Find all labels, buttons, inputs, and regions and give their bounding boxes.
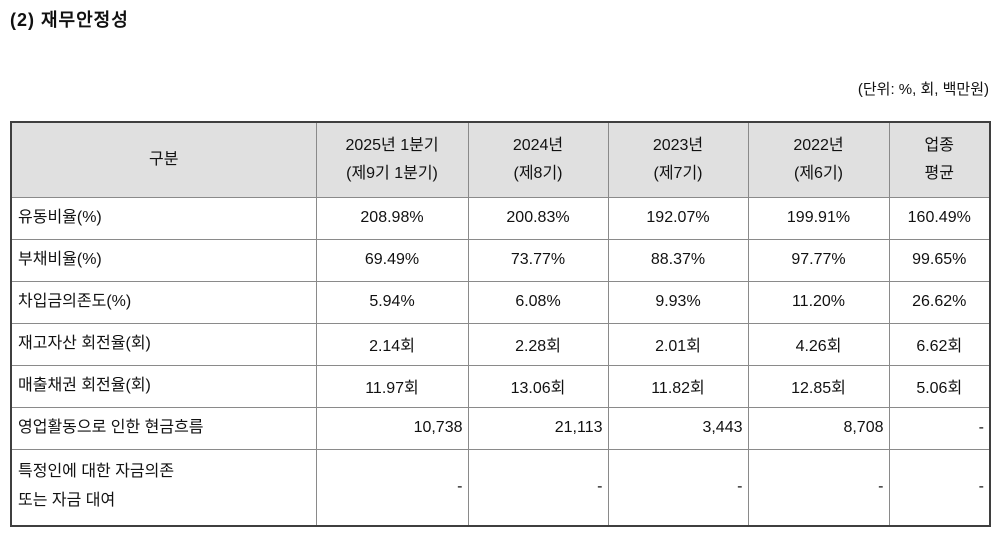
financial-stability-table: 구분 2025년 1분기 (제9기 1분기) 2024년 (제8기) 2023년…: [10, 121, 991, 527]
row-value: -: [607, 448, 749, 527]
row-label: 특정인에 대한 자금의존 또는 자금 대여: [10, 448, 317, 527]
row-value: 5.94%: [315, 280, 469, 324]
header-cell-industry-avg: 업종 평균: [888, 121, 991, 198]
row-value: 199.91%: [747, 196, 890, 240]
row-value: 3,443: [607, 406, 749, 450]
row-value: 97.77%: [747, 238, 890, 282]
row-value: 2.14회: [315, 322, 469, 366]
header-cell-2022: 2022년 (제6기): [747, 121, 890, 198]
row-label: 유동비율(%): [10, 196, 317, 240]
row-value: 11.20%: [747, 280, 890, 324]
row-value: 2.01회: [607, 322, 749, 366]
row-value: 10,738: [315, 406, 469, 450]
row-value: -: [888, 406, 991, 450]
row-value: 6.08%: [467, 280, 609, 324]
table-body: 유동비율(%) 208.98% 200.83% 192.07% 199.91% 160.4…: [10, 196, 991, 527]
unit-note: (단위: %, 회, 백만원): [857, 81, 989, 98]
header-cell-2024: 2024년 (제8기): [467, 121, 609, 198]
row-value: 99.65%: [888, 238, 991, 282]
row-value: 8,708: [747, 406, 890, 450]
row-value: 73.77%: [467, 238, 609, 282]
page-title: (2) 재무안정성: [10, 10, 129, 30]
row-value: -: [467, 448, 609, 527]
row-value: 9.93%: [607, 280, 749, 324]
row-value: 192.07%: [607, 196, 749, 240]
row-label: 차입금의존도(%): [10, 280, 317, 324]
row-value: 6.62회: [888, 322, 991, 366]
row-value: 26.62%: [888, 280, 991, 324]
table-row: 영업활동으로 인한 현금흐름 10,738 21,113 3,443 8,708-: [10, 406, 991, 450]
row-value: -: [315, 448, 469, 527]
row-value: 11.82회: [607, 364, 749, 408]
row-value: 88.37%: [607, 238, 749, 282]
row-label: 영업활동으로 인한 현금흐름: [10, 406, 317, 450]
row-value: 4.26회: [747, 322, 890, 366]
row-value: 2.28회: [467, 322, 609, 366]
row-value: 11.97회: [315, 364, 469, 408]
row-value: 12.85회: [747, 364, 890, 408]
header-cell-2023: 2023년 (제7기): [607, 121, 749, 198]
row-value: 21,113: [467, 406, 609, 450]
table-row: 차입금의존도(%) 5.94% 6.08% 9.93% 11.20% 26.62%: [10, 280, 991, 324]
table-row: 특정인에 대한 자금의존 또는 자금 대여 - - - - -: [10, 448, 991, 527]
row-value: -: [747, 448, 890, 527]
row-label: 부채비율(%): [10, 238, 317, 282]
table-row: 유동비율(%) 208.98% 200.83% 192.07% 199.91% 160.4…: [10, 196, 991, 240]
table-row: 매출채권 회전율(회) 11.97회 13.06회 11.82회 12.85회 5.06회: [10, 364, 991, 408]
row-value: -: [888, 448, 991, 527]
row-value: 160.49%: [888, 196, 991, 240]
table-row: 부채비율(%) 69.49% 73.77% 88.37% 97.77% 99.65%: [10, 238, 991, 282]
table-row: 재고자산 회전율(회) 2.14회 2.28회 2.01회 4.26회 6.62회: [10, 322, 991, 366]
header-cell-2025q1: 2025년 1분기 (제9기 1분기): [315, 121, 469, 198]
header-row: 구분 2025년 1분기 (제9기 1분기) 2024년 (제8기) 2023년…: [10, 121, 991, 198]
row-value: 13.06회: [467, 364, 609, 408]
row-value: 200.83%: [467, 196, 609, 240]
row-label: 재고자산 회전율(회): [10, 322, 317, 366]
header-cell-gubun: 구분: [10, 121, 317, 198]
row-value: 208.98%: [315, 196, 469, 240]
row-value: 5.06회: [888, 364, 991, 408]
row-label: 매출채권 회전율(회): [10, 364, 317, 408]
row-value: 69.49%: [315, 238, 469, 282]
